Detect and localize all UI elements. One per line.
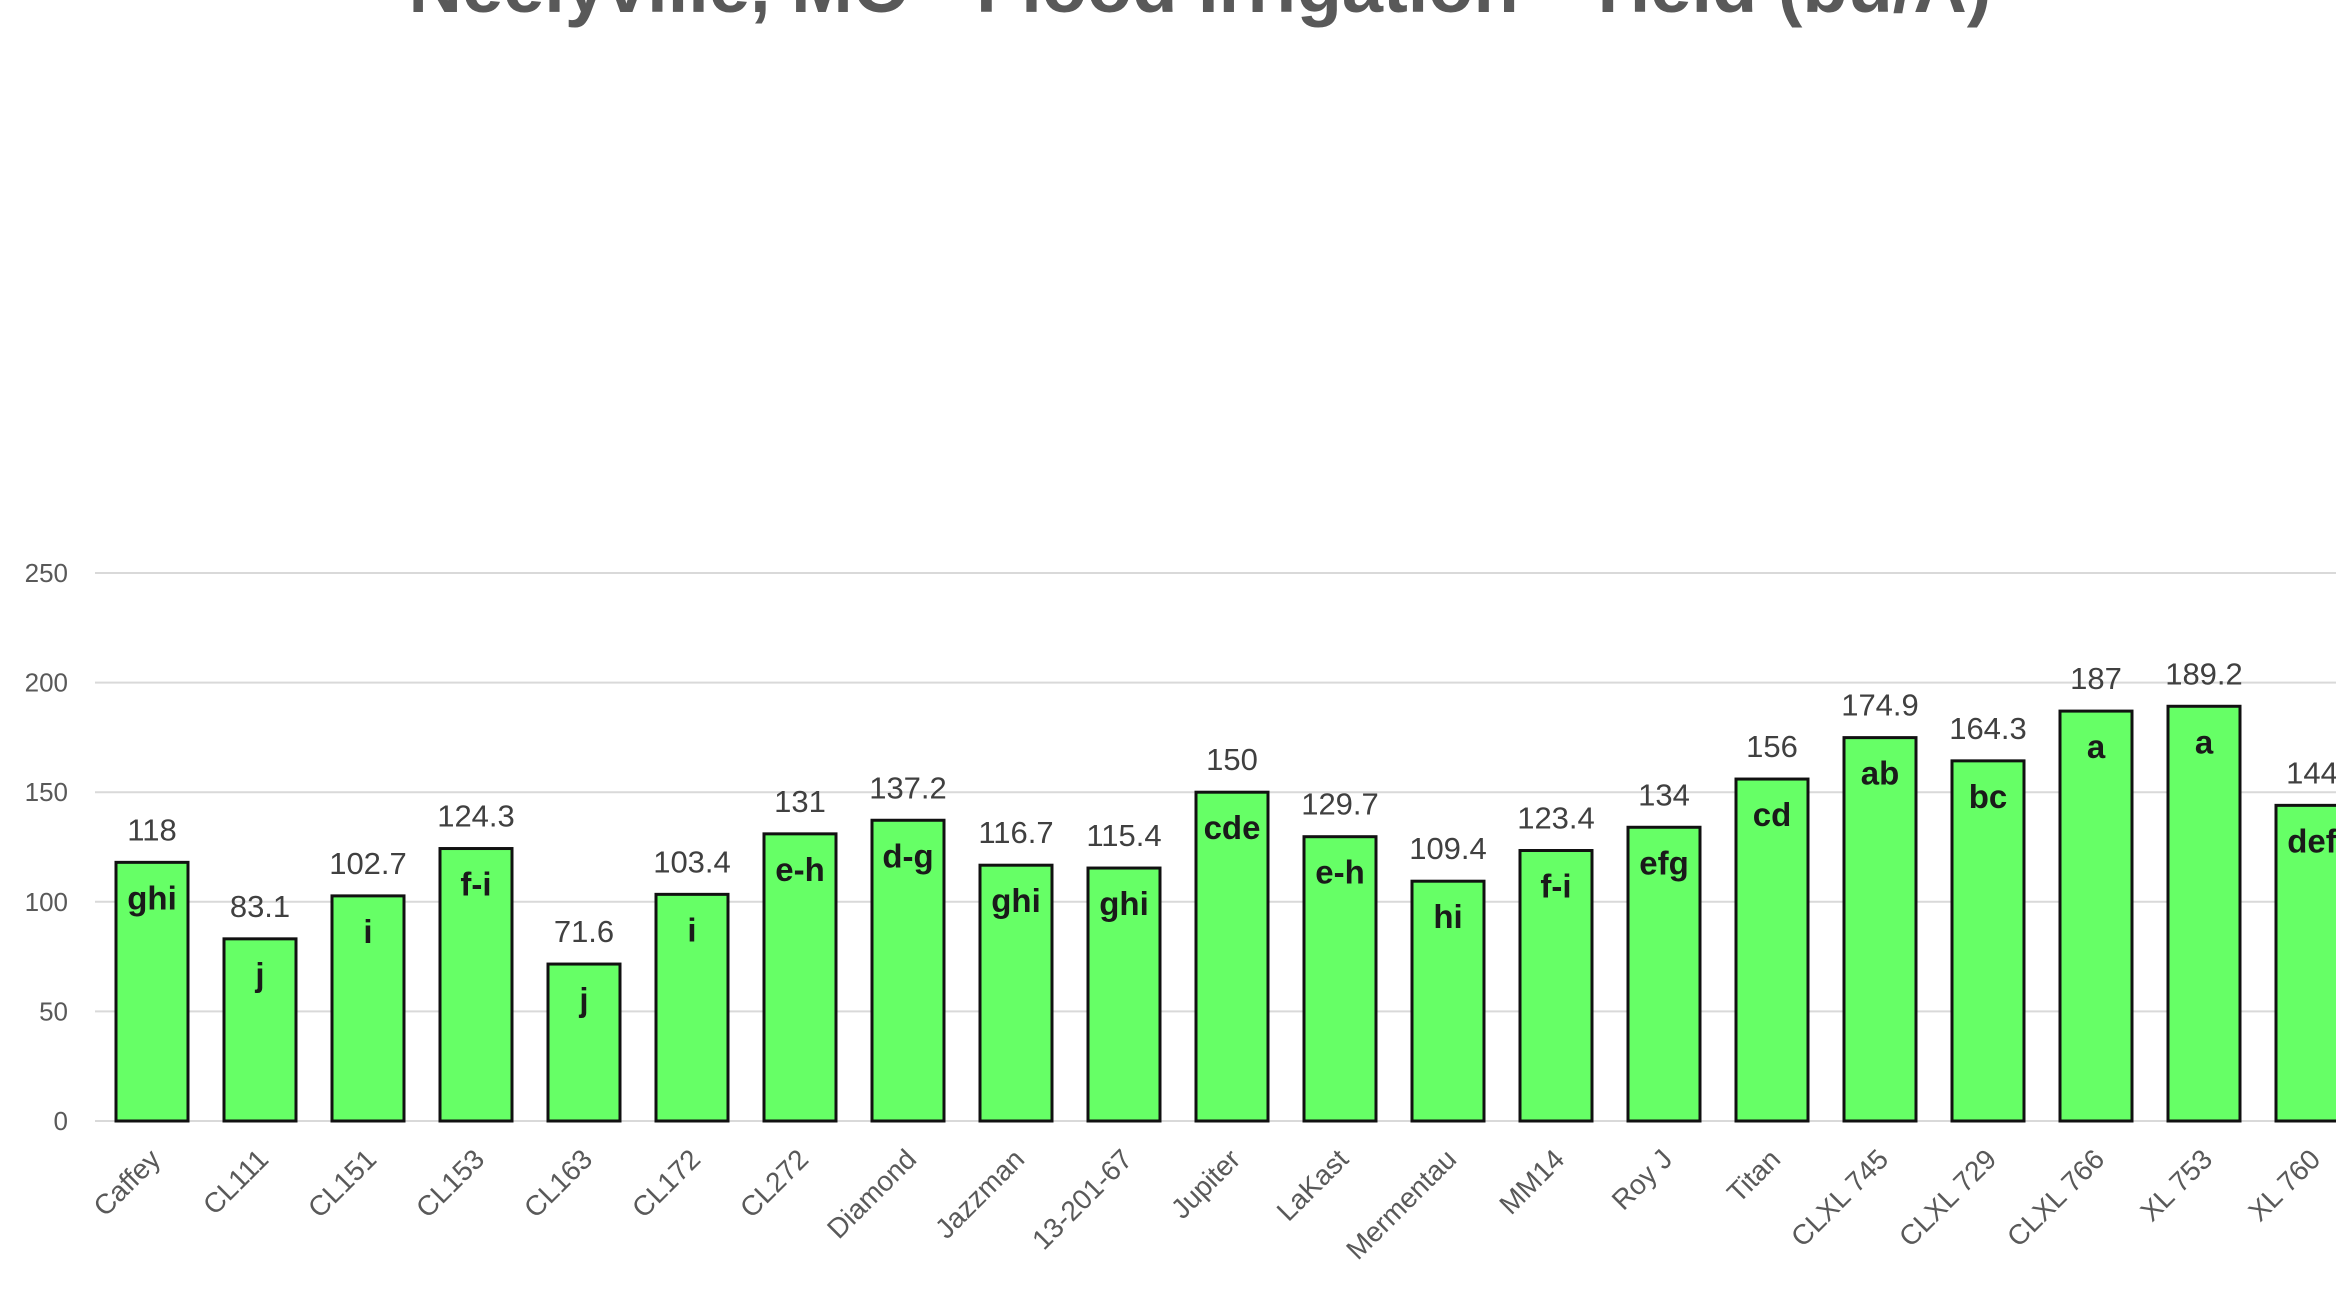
significance-letter: f-i	[1540, 868, 1571, 905]
significance-letter: ghi	[127, 879, 176, 916]
bar-mermentau	[1410, 879, 1486, 1123]
x-tick-label: CL272	[734, 1143, 814, 1223]
x-tick-label: MM14	[1493, 1143, 1570, 1220]
significance-letter: d-g	[882, 837, 933, 874]
significance-letter: i	[687, 911, 696, 948]
x-tick-label: Titan	[1721, 1143, 1786, 1208]
value-label: 115.4	[1086, 818, 1161, 853]
y-tick-label: 150	[25, 777, 68, 807]
bar-cl111	[222, 937, 298, 1123]
value-label: 134	[1638, 777, 1690, 812]
value-label: 102.7	[329, 846, 407, 881]
value-label: 118	[127, 812, 176, 847]
value-label: 156	[1746, 729, 1798, 764]
significance-letter: a	[2087, 728, 2106, 765]
value-label: 83.1	[230, 889, 290, 924]
bar-clxl-729	[1950, 759, 2026, 1123]
bar-clxl-766	[2058, 709, 2134, 1123]
bar-clxl-745	[1842, 736, 1918, 1123]
x-tick-label: 13-201-67	[1026, 1143, 1138, 1255]
y-tick-label: 50	[39, 996, 68, 1026]
x-tick-label: LaKast	[1271, 1143, 1355, 1227]
value-label: 174.9	[1841, 688, 1919, 723]
value-label: 144	[2286, 755, 2336, 790]
bar-cl153	[438, 847, 514, 1123]
significance-letter: hi	[1433, 898, 1462, 935]
x-tick-label: Diamond	[821, 1143, 922, 1244]
y-tick-label: 250	[25, 558, 68, 588]
significance-letter: bc	[1969, 778, 2008, 815]
bar-cl172	[654, 892, 730, 1123]
bar-mm14	[1518, 849, 1594, 1123]
bar-xl-753	[2166, 704, 2242, 1123]
value-label: 103.4	[653, 844, 731, 879]
value-label: 189.2	[2165, 656, 2243, 691]
significance-letter: f-i	[460, 866, 491, 903]
y-tick-label: 100	[25, 887, 68, 917]
value-label: 187	[2070, 661, 2122, 696]
bar-roy-j	[1626, 825, 1702, 1123]
bar-cl272	[762, 832, 838, 1123]
x-tick-label: CL153	[410, 1143, 490, 1223]
bar-cl151	[330, 894, 406, 1123]
x-tick-label: CLXL 729	[1893, 1143, 2002, 1252]
value-label: 123.4	[1517, 801, 1595, 836]
x-tick-label: CL172	[626, 1143, 706, 1223]
significance-letter: ghi	[1099, 885, 1148, 922]
significance-letter: cde	[1204, 809, 1261, 846]
x-tick-label: Caffey	[87, 1143, 166, 1222]
bar-jupiter	[1194, 790, 1270, 1123]
x-tick-label: XL 760	[2242, 1143, 2326, 1227]
bar-jazzman	[978, 863, 1054, 1123]
value-label: 124.3	[437, 799, 515, 834]
significance-letter: cd	[1753, 796, 1792, 833]
significance-letter: e-h	[775, 851, 825, 888]
significance-letter: efg	[1639, 844, 1689, 881]
significance-letter: ghi	[991, 882, 1040, 919]
x-tick-label: Roy J	[1606, 1143, 1679, 1216]
significance-letter: i	[363, 913, 372, 950]
bar-xl-760	[2274, 803, 2336, 1123]
bar-lakast	[1302, 835, 1378, 1123]
x-tick-label: CL111	[197, 1143, 274, 1220]
y-tick-label: 200	[25, 668, 68, 698]
value-label: 116.7	[978, 815, 1053, 850]
significance-letter: j	[578, 981, 588, 1018]
x-tick-label: CLXL 745	[1785, 1143, 1894, 1252]
significance-letter: e-h	[1315, 854, 1365, 891]
x-tick-label: Jazzman	[929, 1143, 1030, 1244]
value-label: 131	[774, 784, 826, 819]
bars: 118 ghi 83.1 j 102.7 i 124.3 f-i 71.6 j 103.4 i 131 e…	[114, 656, 2336, 1123]
bar-cl163	[546, 962, 622, 1123]
x-tick-label: Jupiter	[1165, 1143, 1246, 1224]
x-tick-label: Mermentau	[1340, 1143, 1462, 1265]
bar-caffey	[114, 860, 190, 1123]
significance-letter: ab	[1861, 755, 1900, 792]
value-label: 137.2	[869, 770, 947, 805]
value-label: 129.7	[1301, 787, 1379, 822]
chart-title: Neelyville, MO - Flood Irrigation - Yiel…	[409, 0, 1992, 28]
x-tick-label: CLXL 766	[2001, 1143, 2110, 1252]
significance-letter: j	[254, 956, 264, 993]
x-tick-label: CL163	[518, 1143, 598, 1223]
significance-letter: a	[2195, 723, 2214, 760]
x-tick-label: XL 753	[2134, 1143, 2218, 1227]
value-label: 71.6	[554, 914, 614, 949]
value-label: 109.4	[1409, 831, 1487, 866]
x-tick-label: CL151	[302, 1143, 382, 1223]
x-axis-ticks: Caffey CL111 CL151 CL153 CL163 CL172 CL272 Diam…	[87, 1143, 2326, 1265]
y-axis-ticks: 0 50 100 150 200 250	[25, 558, 68, 1136]
value-label: 150	[1206, 742, 1258, 777]
bar-diamond	[870, 818, 946, 1123]
bar-titan	[1734, 777, 1810, 1123]
y-tick-label: 0	[54, 1106, 68, 1136]
significance-letter: def	[2287, 822, 2336, 859]
bar-13-201-67	[1086, 866, 1162, 1123]
value-label: 164.3	[1949, 711, 2027, 746]
